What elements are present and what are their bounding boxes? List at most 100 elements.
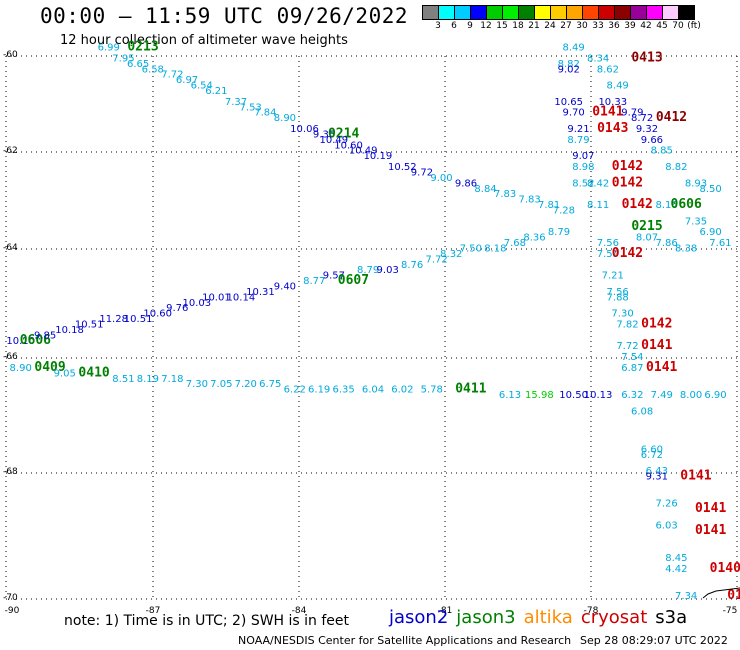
wave-height-label: 7.81 xyxy=(538,200,560,211)
wave-height-label: 10.50 xyxy=(559,390,588,401)
legend-label: 39 xyxy=(624,21,636,31)
wave-height-label: 8.42 xyxy=(587,178,609,189)
wave-height-label: 7.95 xyxy=(112,53,134,64)
color-legend-labels: 3 6 9 12 15 18 21 24 27 30 33 36 39 42 45 70 (ft) xyxy=(422,21,740,35)
longitude-label: -75 xyxy=(722,606,738,616)
wave-height-label: 8.45 xyxy=(665,553,687,564)
legend-label: 6 xyxy=(451,21,457,31)
legend-label: 45 xyxy=(656,21,668,31)
wave-height-label: 8.36 xyxy=(523,233,545,244)
time-label: 0413 xyxy=(631,50,662,65)
latitude-label: -62 xyxy=(3,146,18,156)
wave-height-label: 7.35 xyxy=(685,216,707,227)
time-label: 0214 xyxy=(328,126,359,141)
wave-height-label: 9.79 xyxy=(621,108,643,119)
time-label: 0142 xyxy=(641,317,672,332)
legend-label: 30 xyxy=(576,21,588,31)
time-label: 0213 xyxy=(127,40,158,55)
wave-height-label: 9.03 xyxy=(377,265,399,276)
wave-height-label: 6.08 xyxy=(631,406,653,417)
wave-height-label: 10.01 xyxy=(202,292,231,303)
satellite-name-altika: altika xyxy=(523,607,573,628)
latitude-label: -68 xyxy=(3,467,18,477)
time-label: 0607 xyxy=(338,273,369,288)
wave-height-label: 10.60 xyxy=(334,140,363,151)
wave-height-label: 9.31 xyxy=(646,472,668,483)
map-title: 00:00 – 11:59 UTC 09/26/2022 xyxy=(40,4,409,28)
wave-height-label: 6.75 xyxy=(259,379,281,390)
wave-height-label: 9.07 xyxy=(572,151,594,162)
time-label: 0141 xyxy=(695,523,726,538)
legend-label: 36 xyxy=(608,21,620,31)
wave-height-label: 7.30 xyxy=(186,379,208,390)
wave-height-label: 7.56 xyxy=(607,287,629,298)
footnote: note: 1) Time is in UTC; 2) SWH is in fe… xyxy=(64,613,350,629)
wave-height-label: 8.79 xyxy=(567,135,589,146)
time-label: 0412 xyxy=(656,110,687,125)
time-label: 0411 xyxy=(455,382,486,397)
wave-height-label: 8.77 xyxy=(303,276,325,287)
wave-height-label: 9.86 xyxy=(455,178,477,189)
wave-height-label: 7.54 xyxy=(621,352,643,363)
legend-label: 24 xyxy=(544,21,556,31)
wave-height-label: 7.72 xyxy=(616,341,638,352)
observation-labels: 6.99 02137.956.656.587.726.976.546.217.37… xyxy=(6,40,740,603)
time-label: 0143 xyxy=(597,121,628,136)
wave-height-label: 9.35 xyxy=(313,129,335,140)
time-label: 0215 xyxy=(631,219,662,234)
wave-height-label: 8.85 xyxy=(651,146,673,157)
wave-height-label: 7.84 xyxy=(254,108,276,119)
latitude-label: -60 xyxy=(3,50,18,60)
wave-height-label: 6.99 xyxy=(98,43,120,54)
wave-height-label: 7.72 xyxy=(161,70,183,81)
legend-label: 21 xyxy=(528,21,540,31)
wave-height-label: 7.18 xyxy=(161,374,183,385)
wave-height-label: 9.32 xyxy=(636,124,658,135)
wave-height-label: 7.72 xyxy=(425,254,447,265)
wave-height-label: 8.19 xyxy=(137,374,159,385)
wave-height-label: 6.54 xyxy=(191,81,213,92)
time-label: 0142 xyxy=(612,159,643,174)
wave-height-label: 15.98 xyxy=(525,390,554,401)
wave-height-label: 8.32 xyxy=(440,249,462,260)
wave-height-label: 10.51 xyxy=(124,314,153,325)
wave-height-label: 10.31 xyxy=(246,287,275,298)
wave-height-label: 8.72 xyxy=(631,113,653,124)
time-label: 0410 xyxy=(78,365,109,380)
wave-height-label: 5.78 xyxy=(421,385,443,396)
longitude-label: -81 xyxy=(437,606,453,616)
satellite-legend: jason2 jason3 altika cryosat s3a xyxy=(389,607,695,628)
legend-label: 3 xyxy=(435,21,441,31)
wave-height-label: 11.28 xyxy=(99,314,128,325)
wave-height-label: 7.34 xyxy=(675,591,697,602)
wave-height-label: 9.02 xyxy=(558,64,580,75)
wave-height-label: 6.21 xyxy=(205,86,227,97)
wave-height-label: 8.18 xyxy=(484,243,506,254)
wave-height-label: 6.65 xyxy=(127,59,149,70)
wave-height-label: 9.72 xyxy=(411,167,433,178)
wave-height-label: 9.70 xyxy=(562,108,584,119)
wave-height-label: 7.61 xyxy=(709,238,731,249)
legend-label: 9 xyxy=(467,21,473,31)
legend-label: 70 xyxy=(672,21,684,31)
wave-height-label: 6.97 xyxy=(176,75,198,86)
color-legend xyxy=(422,5,695,20)
time-label: 0141 xyxy=(646,360,677,375)
wave-height-label: 7.59 xyxy=(597,249,619,260)
wave-height-label: 7.05 xyxy=(210,379,232,390)
wave-height-label: 8.49 xyxy=(562,43,584,54)
wave-height-label: 8.90 xyxy=(10,363,32,374)
wave-height-label: 7.26 xyxy=(655,499,677,510)
wave-height-label: 8.49 xyxy=(607,81,629,92)
time-label: 01 xyxy=(727,588,740,603)
wave-height-label: 7.20 xyxy=(235,379,257,390)
wave-height-label: 6.04 xyxy=(362,385,384,396)
wave-height-label: 10.33 xyxy=(598,97,627,108)
wave-height-label: 7.82 xyxy=(616,320,638,331)
time-label: 0409 xyxy=(34,360,65,375)
wave-height-label: 10.60 xyxy=(143,309,172,320)
satellite-name-s3a: s3a xyxy=(655,607,688,628)
wave-height-label: 8.38 xyxy=(675,243,697,254)
satellite-name-jason3: jason3 xyxy=(456,607,516,628)
longitude-label: -90 xyxy=(4,606,20,616)
